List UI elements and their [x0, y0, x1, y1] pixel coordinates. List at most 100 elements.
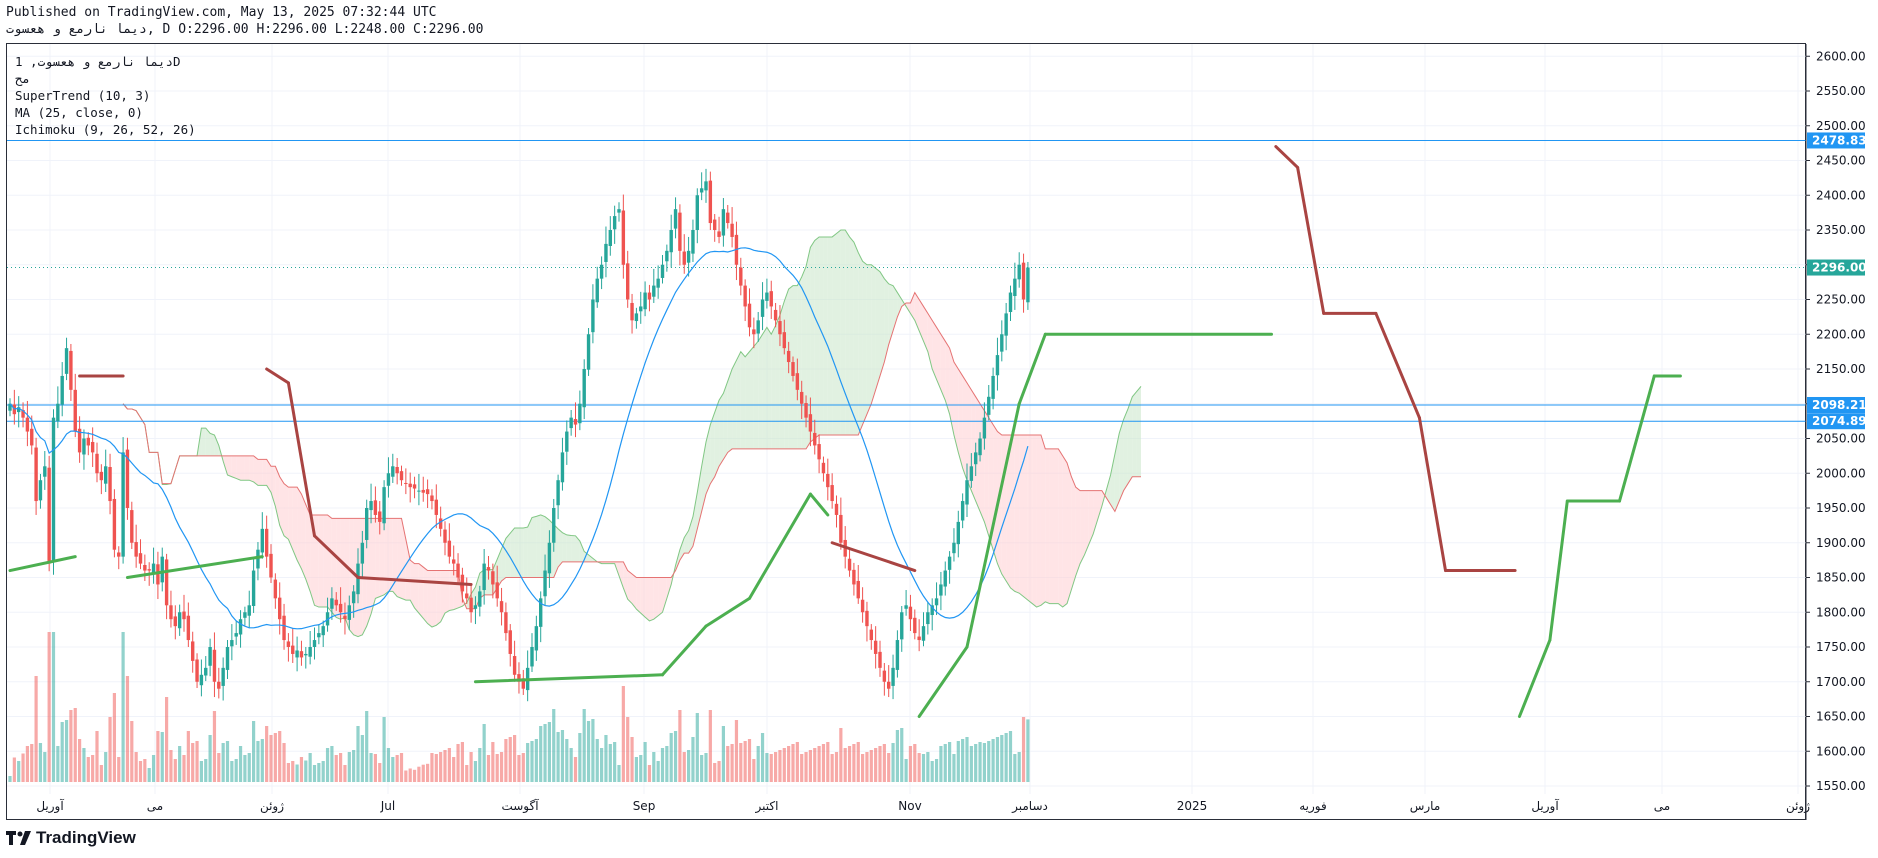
- candle-body: [286, 641, 291, 647]
- volume-bar: [595, 739, 599, 782]
- candle-body: [591, 299, 595, 333]
- ichimoku-cloud-segment: [858, 252, 863, 436]
- candle-body: [895, 640, 900, 670]
- volume-bar: [834, 752, 839, 782]
- candle-body: [682, 251, 686, 265]
- ichimoku-cloud-segment: [1132, 391, 1137, 477]
- volume-bar: [352, 750, 356, 782]
- volume-bar: [578, 733, 582, 782]
- volume-bar: [378, 763, 382, 782]
- ichimoku-cloud-segment: [405, 539, 411, 601]
- ichimoku-cloud-segment: [388, 518, 393, 592]
- supertrend-segment: [1517, 638, 1552, 718]
- candle-body: [1026, 267, 1030, 303]
- legend-ichimoku[interactable]: Ichimoku (9, 26, 52, 26): [15, 122, 196, 137]
- candle-body: [808, 414, 813, 432]
- candle-body: [512, 656, 517, 675]
- candle-body: [208, 647, 212, 666]
- volume-bar: [204, 759, 208, 782]
- candle-body: [939, 584, 943, 596]
- ichimoku-cloud-segment: [310, 514, 315, 606]
- volume-bar: [821, 744, 826, 782]
- volume-bar: [191, 743, 195, 782]
- candle-body: [238, 619, 243, 635]
- candle-body: [830, 485, 834, 502]
- candle-body: [221, 667, 225, 686]
- candle-body: [473, 605, 478, 609]
- ichimoku-cloud-segment: [1119, 419, 1124, 502]
- tradingview-logo[interactable]: TradingView: [6, 828, 136, 848]
- volume-bar: [169, 750, 173, 782]
- ichimoku-cloud-segment: [832, 233, 837, 436]
- ichimoku-cloud-segment: [940, 334, 946, 401]
- x-tick-label: می: [1654, 799, 1670, 813]
- volume-bar: [243, 755, 247, 782]
- ichimoku-cloud-segment: [231, 455, 237, 479]
- volume-bar: [278, 731, 282, 782]
- volume-bar: [826, 742, 830, 782]
- candle-body: [43, 466, 47, 477]
- ichimoku-cloud-segment: [1136, 386, 1141, 477]
- legend-ma[interactable]: MA (25, close, 0): [15, 105, 143, 120]
- ichimoku-cloud-segment: [640, 577, 646, 618]
- volume-bar: [926, 752, 930, 782]
- volume-bar: [817, 746, 821, 782]
- x-tick-label: ژوئن: [260, 799, 284, 814]
- volume-bar: [782, 748, 786, 782]
- candle-body: [56, 403, 60, 422]
- volume-bar: [787, 746, 791, 782]
- candle-body: [917, 636, 921, 641]
- candle-body: [391, 466, 395, 477]
- volume-bar: [182, 755, 186, 782]
- volume-bar: [430, 753, 434, 782]
- candle-body: [360, 542, 365, 564]
- volume-bar: [108, 717, 112, 782]
- volume-bar: [282, 743, 286, 782]
- ichimoku-cloud-segment: [1019, 435, 1024, 597]
- volume-bar: [556, 732, 560, 782]
- ichimoku-cloud-segment: [866, 264, 872, 415]
- candle-body: [739, 267, 743, 286]
- candle-body: [169, 605, 173, 620]
- supertrend-segment: [313, 534, 360, 579]
- volume-bar: [647, 765, 652, 782]
- ichimoku-cloud-segment: [1023, 435, 1028, 601]
- candle-body: [404, 482, 408, 484]
- candle-body: [508, 630, 512, 654]
- ichimoku-cloud-segment: [571, 535, 576, 562]
- volume-bar: [1013, 754, 1017, 782]
- candle-body: [230, 640, 234, 647]
- y-tick-label: 1850.00: [1816, 571, 1866, 585]
- ichimoku-cloud-segment: [323, 514, 328, 608]
- legend-supertrend[interactable]: SuperTrend (10, 3): [15, 88, 151, 103]
- volume-bar: [308, 753, 312, 782]
- y-tick-label: 2450.00: [1816, 154, 1866, 168]
- y-tick-label: 2250.00: [1816, 293, 1866, 307]
- candle-body: [782, 332, 786, 349]
- ichimoku-cloud-segment: [658, 577, 663, 616]
- price-label: 2074.89: [1812, 414, 1867, 428]
- candle-body: [960, 501, 965, 521]
- volume-bar: [904, 759, 908, 782]
- ichimoku-cloud-segment: [888, 283, 894, 345]
- candle-body: [234, 633, 238, 637]
- volume-bar: [691, 737, 695, 782]
- price-label-bg: [1807, 132, 1865, 149]
- candle-body: [608, 230, 612, 246]
- volume-bar: [974, 744, 978, 782]
- supertrend-segment: [356, 576, 473, 586]
- supertrend-segment: [661, 624, 708, 677]
- ichimoku-cloud-segment: [758, 334, 763, 449]
- volume-bar: [508, 737, 512, 782]
- volume-bar: [64, 720, 69, 782]
- candle-body: [173, 616, 177, 627]
- volume-bar: [895, 730, 899, 782]
- supertrend-segment: [265, 367, 290, 385]
- volume-bar: [186, 731, 190, 782]
- ichimoku-cloud-segment: [1006, 435, 1011, 588]
- candle-body: [82, 438, 86, 455]
- volume-bar: [747, 739, 752, 782]
- candle-body: [943, 570, 947, 587]
- ichimoku-cloud-segment: [262, 459, 267, 486]
